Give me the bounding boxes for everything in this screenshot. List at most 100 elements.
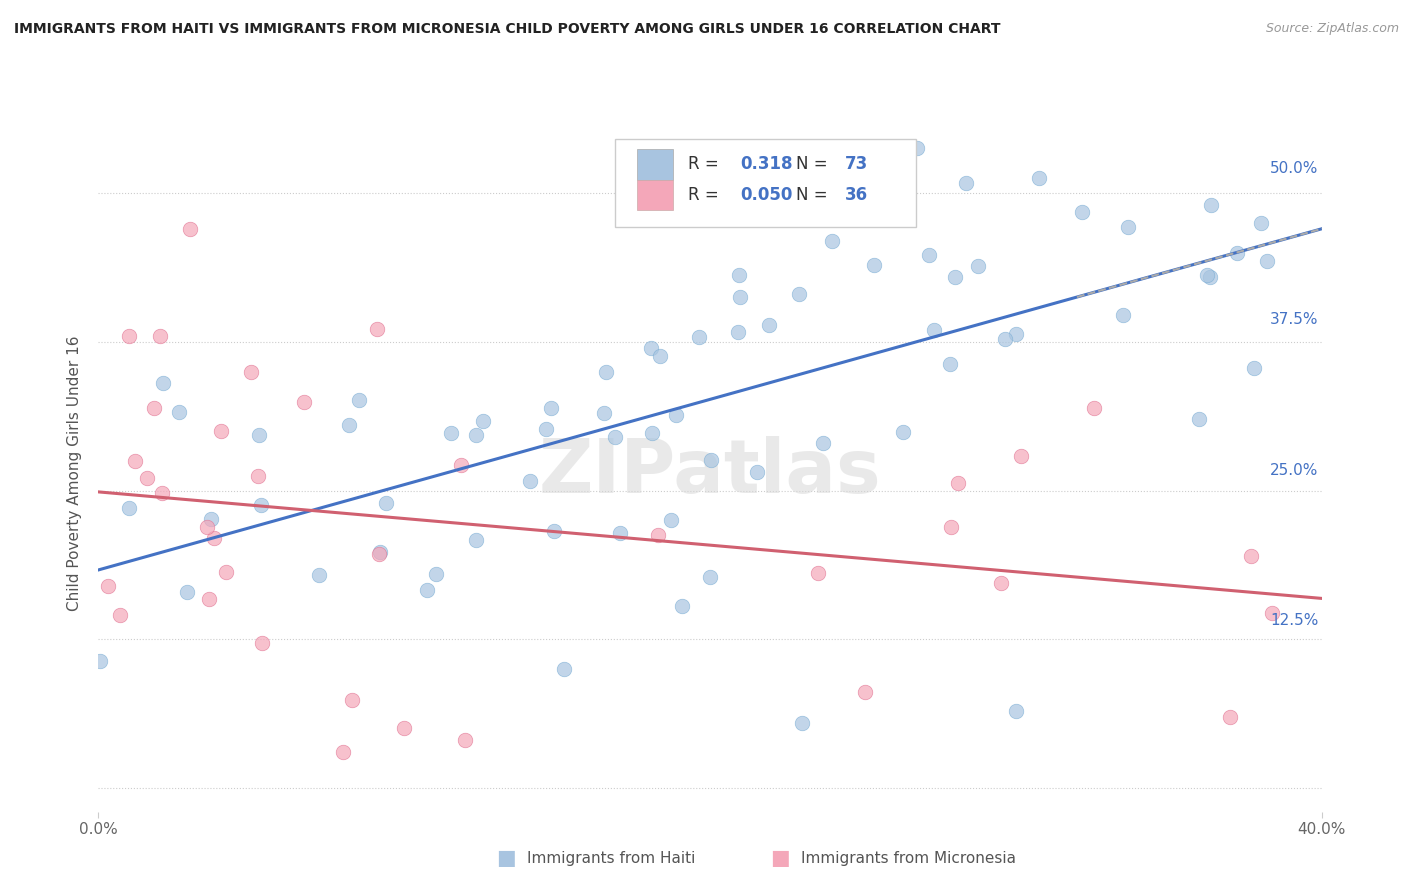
Point bbox=[617, 342, 640, 356]
Point bbox=[1052, 378, 1074, 392]
Point bbox=[221, 463, 243, 477]
Point bbox=[818, 185, 841, 199]
Point bbox=[478, 402, 501, 417]
Point bbox=[893, 114, 915, 128]
Point bbox=[818, 209, 841, 223]
Point bbox=[662, 506, 685, 520]
Point bbox=[1194, 337, 1216, 351]
Point bbox=[751, 442, 773, 457]
Point bbox=[307, 446, 329, 460]
Point bbox=[734, 301, 756, 315]
Point bbox=[1156, 172, 1178, 186]
Point bbox=[735, 266, 758, 280]
Point bbox=[931, 454, 953, 468]
Point bbox=[658, 402, 681, 417]
Point bbox=[308, 406, 330, 420]
Point bbox=[236, 382, 259, 396]
Point bbox=[657, 317, 679, 331]
Text: 73: 73 bbox=[841, 129, 863, 147]
Point bbox=[1152, 243, 1174, 257]
Point bbox=[184, 587, 207, 601]
Point bbox=[789, 262, 811, 277]
Point bbox=[219, 305, 242, 319]
Point bbox=[208, 448, 231, 462]
Point bbox=[1180, 220, 1202, 235]
Y-axis label: Child Poverty Among Girls Under 16: Child Poverty Among Girls Under 16 bbox=[67, 313, 83, 588]
Text: ZIPatlas: ZIPatlas bbox=[550, 414, 891, 487]
Point bbox=[415, 524, 437, 538]
Point bbox=[981, 684, 1004, 698]
Point bbox=[166, 634, 188, 648]
Point bbox=[948, 234, 970, 248]
Text: Immigrants from Haiti: Immigrants from Haiti bbox=[527, 851, 696, 865]
Point bbox=[347, 371, 370, 385]
Point bbox=[762, 293, 785, 308]
Text: IMMIGRANTS FROM HAITI VS IMMIGRANTS FROM MICRONESIA CHILD POVERTY AMONG GIRLS UN: IMMIGRANTS FROM HAITI VS IMMIGRANTS FROM… bbox=[14, 22, 1001, 37]
Point bbox=[1216, 90, 1239, 104]
Point bbox=[506, 391, 529, 405]
Text: 0.050: 0.050 bbox=[748, 160, 800, 178]
Point bbox=[924, 333, 946, 347]
Point bbox=[571, 502, 593, 516]
Point bbox=[564, 399, 586, 413]
Point bbox=[983, 302, 1005, 317]
Point bbox=[679, 384, 702, 399]
Point bbox=[924, 499, 946, 513]
Point bbox=[1002, 145, 1025, 160]
Point bbox=[1040, 179, 1063, 194]
Point bbox=[412, 297, 434, 311]
Point bbox=[969, 556, 991, 570]
Text: R =: R = bbox=[702, 129, 737, 147]
Point bbox=[856, 233, 879, 247]
Text: ■: ■ bbox=[770, 848, 790, 868]
Point bbox=[568, 378, 591, 392]
FancyBboxPatch shape bbox=[636, 112, 904, 202]
Point bbox=[810, 413, 832, 427]
Text: 0.318: 0.318 bbox=[748, 129, 800, 147]
Point bbox=[928, 244, 950, 259]
FancyBboxPatch shape bbox=[655, 153, 688, 185]
Point bbox=[382, 726, 405, 740]
Point bbox=[389, 674, 412, 689]
Point bbox=[420, 475, 443, 489]
Text: R =: R = bbox=[702, 160, 737, 178]
Point bbox=[415, 525, 437, 540]
Point bbox=[501, 511, 523, 525]
Point bbox=[987, 426, 1010, 441]
Point bbox=[1205, 228, 1227, 243]
Point bbox=[1199, 190, 1222, 204]
Point bbox=[263, 571, 285, 585]
Point bbox=[266, 491, 288, 505]
Point bbox=[709, 549, 731, 563]
Point bbox=[437, 702, 460, 716]
Text: Immigrants from Micronesia: Immigrants from Micronesia bbox=[801, 851, 1017, 865]
Point bbox=[630, 505, 652, 519]
Point bbox=[274, 401, 297, 416]
Point bbox=[191, 479, 214, 493]
Point bbox=[675, 491, 697, 505]
Point bbox=[311, 615, 333, 630]
Point bbox=[1144, 389, 1167, 403]
Point bbox=[624, 407, 647, 421]
Point bbox=[972, 308, 994, 322]
Point bbox=[1156, 244, 1178, 259]
Point bbox=[1077, 284, 1099, 298]
Point bbox=[614, 384, 637, 398]
Point bbox=[792, 697, 814, 711]
Point bbox=[710, 430, 733, 444]
Point bbox=[908, 299, 931, 313]
Point bbox=[243, 565, 266, 579]
Text: 36: 36 bbox=[841, 160, 863, 178]
Point bbox=[550, 451, 572, 466]
Point bbox=[246, 196, 269, 211]
Point bbox=[457, 562, 479, 576]
Point bbox=[191, 305, 214, 319]
Text: ■: ■ bbox=[496, 848, 516, 868]
Point bbox=[492, 714, 515, 729]
Point bbox=[699, 305, 721, 319]
Point bbox=[197, 432, 219, 446]
Point bbox=[1090, 80, 1112, 95]
Point bbox=[173, 558, 195, 572]
Point bbox=[735, 244, 758, 258]
Point bbox=[1081, 194, 1104, 209]
